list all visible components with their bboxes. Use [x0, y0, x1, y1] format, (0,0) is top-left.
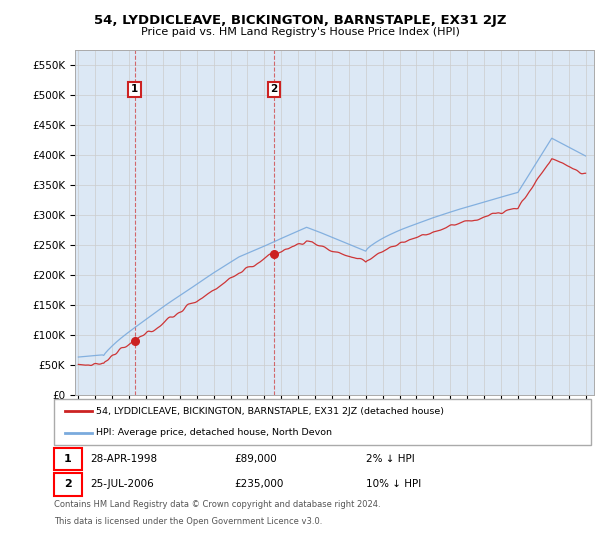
Text: 2: 2	[270, 85, 277, 94]
Text: £89,000: £89,000	[234, 454, 277, 464]
Text: 1: 1	[64, 454, 71, 464]
Text: This data is licensed under the Open Government Licence v3.0.: This data is licensed under the Open Gov…	[54, 517, 322, 526]
Text: 54, LYDDICLEAVE, BICKINGTON, BARNSTAPLE, EX31 2JZ (detached house): 54, LYDDICLEAVE, BICKINGTON, BARNSTAPLE,…	[96, 407, 444, 416]
Text: HPI: Average price, detached house, North Devon: HPI: Average price, detached house, Nort…	[96, 428, 332, 437]
Text: 1: 1	[131, 85, 138, 94]
Text: Contains HM Land Registry data © Crown copyright and database right 2024.: Contains HM Land Registry data © Crown c…	[54, 500, 380, 509]
Text: £235,000: £235,000	[234, 479, 283, 489]
Text: Price paid vs. HM Land Registry's House Price Index (HPI): Price paid vs. HM Land Registry's House …	[140, 27, 460, 37]
Text: 28-APR-1998: 28-APR-1998	[91, 454, 158, 464]
Text: 54, LYDDICLEAVE, BICKINGTON, BARNSTAPLE, EX31 2JZ: 54, LYDDICLEAVE, BICKINGTON, BARNSTAPLE,…	[94, 14, 506, 27]
Text: 2: 2	[64, 479, 71, 489]
Text: 10% ↓ HPI: 10% ↓ HPI	[366, 479, 421, 489]
Text: 2% ↓ HPI: 2% ↓ HPI	[366, 454, 415, 464]
Text: 25-JUL-2006: 25-JUL-2006	[91, 479, 154, 489]
